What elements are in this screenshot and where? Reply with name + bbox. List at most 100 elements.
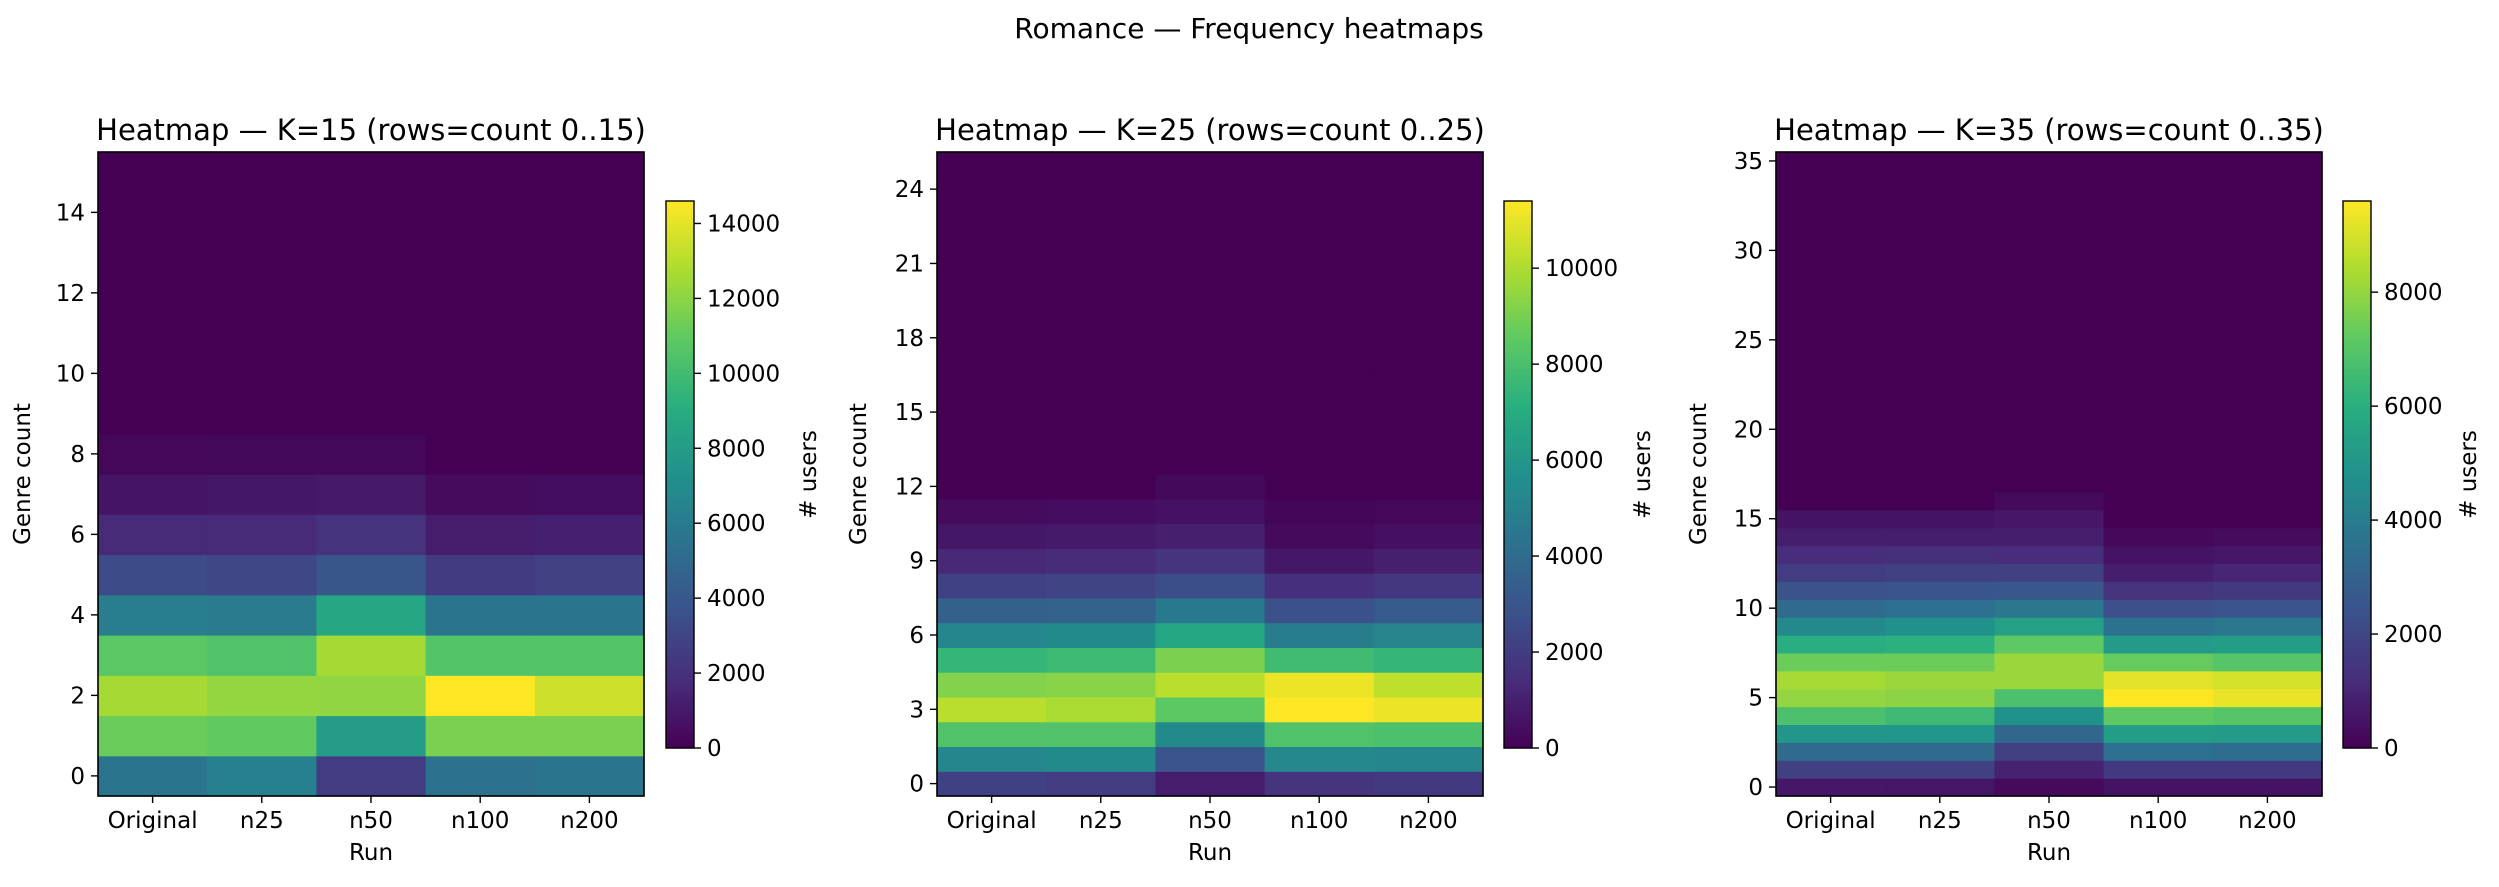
- colorbar-segment: [1504, 620, 1532, 626]
- colorbar-segment: [1504, 337, 1532, 343]
- heatmap-cell: [98, 433, 208, 475]
- colorbar-tick-label: 2000: [707, 661, 766, 687]
- heatmap-cell: [1885, 599, 1995, 618]
- colorbar-segment: [1504, 242, 1532, 248]
- heatmap-cell: [1994, 420, 2105, 439]
- colorbar-segment: [2343, 419, 2371, 425]
- colorbar-segment: [1504, 360, 1532, 366]
- heatmap-cell: [1155, 325, 1266, 351]
- heatmap-cell: [1373, 350, 1484, 376]
- heatmap-cell: [2103, 545, 2214, 565]
- y-tick-label: 12: [56, 281, 85, 307]
- colorbar-segment: [666, 524, 694, 530]
- heatmap-cell: [937, 523, 1047, 549]
- x-axis-label: Run: [1188, 840, 1232, 866]
- heatmap-cell: [98, 514, 208, 556]
- heatmap-cell: [937, 226, 1047, 252]
- colorbar-segment: [666, 469, 694, 476]
- heatmap-cell: [316, 192, 427, 234]
- heatmap-cell: [1046, 771, 1156, 797]
- colorbar-segment: [1504, 629, 1532, 635]
- colorbar-segment: [666, 219, 694, 225]
- heatmap-cell: [1155, 300, 1266, 326]
- heatmap-cell: [2103, 384, 2214, 404]
- colorbar-segment: [1504, 351, 1532, 357]
- colorbar-segment: [2343, 378, 2371, 384]
- heatmap-cell: [2103, 456, 2214, 475]
- heatmap-cell: [1155, 374, 1266, 401]
- colorbar-segment: [2343, 647, 2371, 653]
- heatmap-cell: [937, 696, 1047, 723]
- colorbar-segment: [1504, 251, 1532, 257]
- heatmap-cell: [1776, 635, 1886, 654]
- colorbar-segment: [1504, 369, 1532, 375]
- heatmap-cell: [1264, 399, 1375, 426]
- y-tick-label: 6: [70, 522, 85, 548]
- heatmap-cell: [534, 594, 645, 636]
- colorbar-segment: [1504, 378, 1532, 384]
- heatmap-cell: [1776, 563, 1886, 582]
- colorbar-segment: [1504, 447, 1532, 453]
- heatmap-cell: [1373, 152, 1484, 178]
- heatmap-cell: [937, 672, 1047, 698]
- heatmap-cell: [1155, 152, 1266, 178]
- y-tick-label: 4: [70, 603, 85, 629]
- heatmap-cell: [98, 635, 208, 676]
- heatmap-cell: [534, 353, 645, 395]
- colorbar-segment: [1504, 419, 1532, 425]
- colorbar-segment: [1504, 734, 1532, 740]
- heatmap-cell: [2212, 420, 2323, 439]
- x-tick-label: n200: [1399, 808, 1457, 834]
- colorbar-segment: [1504, 205, 1532, 211]
- colorbar-segment: [666, 729, 694, 735]
- colorbar-segment: [2343, 501, 2371, 508]
- heatmap-cell: [1046, 424, 1156, 450]
- heatmap-cell: [1994, 670, 2105, 690]
- heatmap-cell: [1155, 449, 1266, 475]
- heatmap-cell: [1373, 275, 1484, 302]
- heatmap-cell: [425, 594, 536, 636]
- panel-title: Heatmap — K=25 (rows=count 0..25): [935, 113, 1485, 147]
- colorbar-tick-label: 4000: [707, 586, 766, 612]
- heatmap-cell: [1155, 226, 1266, 252]
- heatmap-cell: [1264, 300, 1375, 326]
- x-tick-label: n25: [1079, 808, 1123, 834]
- colorbar-segment: [666, 606, 694, 612]
- colorbar-segment: [2343, 401, 2371, 407]
- colorbar-segment: [1504, 574, 1532, 580]
- colorbar-segment: [2343, 729, 2371, 735]
- colorbar-segment: [666, 561, 694, 567]
- colorbar-segment: [666, 702, 694, 708]
- colorbar-segment: [1504, 474, 1532, 480]
- heatmap-cell: [534, 152, 645, 193]
- colorbar-label: # users: [2456, 430, 2482, 519]
- colorbar-segment: [2343, 201, 2371, 207]
- heatmap-cell: [1885, 563, 1995, 582]
- heatmap-cell: [1885, 545, 1995, 565]
- heatmap-cell: [316, 232, 427, 274]
- heatmap-cell: [1373, 251, 1484, 277]
- colorbar-segment: [666, 260, 694, 266]
- colorbar-segment: [1504, 679, 1532, 685]
- heatmap-cell: [2212, 241, 2323, 260]
- colorbar-label: # users: [796, 430, 822, 519]
- colorbar-segment: [666, 342, 694, 348]
- colorbar-segment: [1504, 401, 1532, 407]
- colorbar-segment: [1504, 597, 1532, 603]
- heatmap-cell: [534, 192, 645, 234]
- heatmap-cell: [1994, 259, 2105, 278]
- heatmap-cell: [1264, 573, 1375, 599]
- colorbar-segment: [2343, 510, 2371, 517]
- heatmap-cell: [316, 393, 427, 435]
- colorbar-segment: [1504, 579, 1532, 585]
- colorbar-segment: [2343, 387, 2371, 394]
- colorbar-segment: [1504, 652, 1532, 658]
- heatmap-cell: [937, 399, 1047, 426]
- heatmap-cell: [1046, 350, 1156, 376]
- heatmap-cell: [1994, 169, 2105, 189]
- heatmap-cell: [425, 514, 536, 556]
- heatmap-cell: [2103, 277, 2214, 296]
- colorbar-segment: [666, 278, 694, 284]
- heatmap-cell: [1155, 523, 1266, 549]
- heatmap-cell: [1994, 509, 2105, 529]
